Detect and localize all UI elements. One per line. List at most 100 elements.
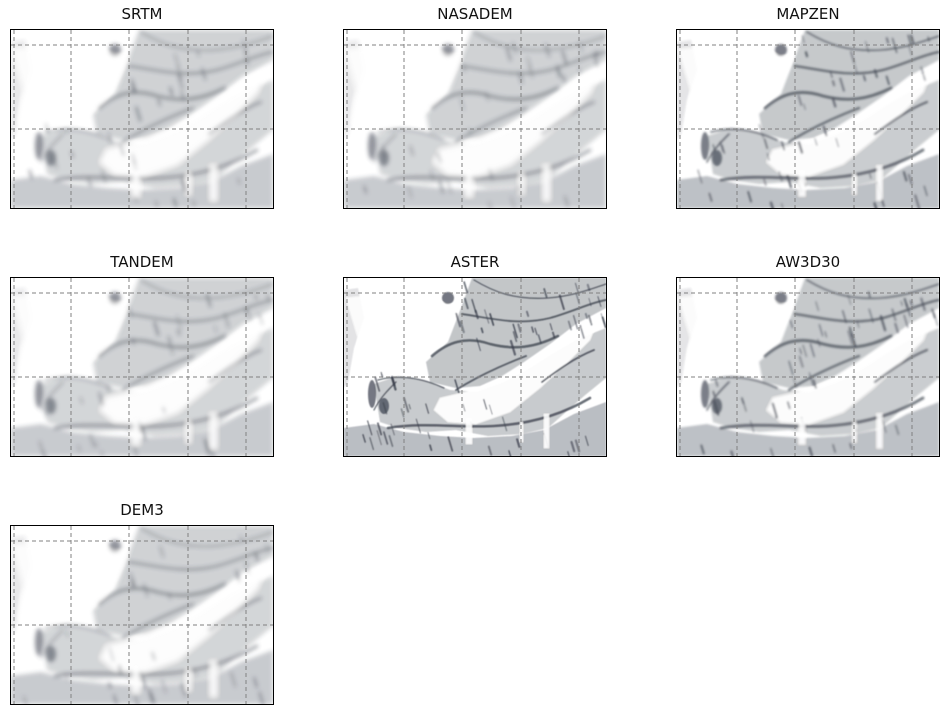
gully-stroke bbox=[747, 191, 752, 203]
gully-stroke bbox=[98, 392, 104, 406]
ridge-crest bbox=[706, 381, 730, 411]
glacier-valley bbox=[101, 568, 265, 672]
gully-stroke bbox=[572, 314, 579, 330]
hillshade-svg bbox=[11, 30, 273, 208]
ridge-crest bbox=[53, 396, 259, 430]
gully-stroke bbox=[403, 397, 410, 413]
cliff-shadow bbox=[442, 292, 454, 304]
snow-couloir bbox=[799, 170, 805, 196]
ridge-shade-north bbox=[426, 30, 606, 140]
ridge-shade-north bbox=[759, 30, 939, 140]
gully-stroke bbox=[894, 322, 899, 334]
sunlit-slope bbox=[679, 46, 793, 128]
ridge-crest bbox=[97, 582, 227, 606]
gully-stroke bbox=[903, 297, 909, 309]
gully-stroke bbox=[528, 65, 534, 78]
gully-stroke bbox=[543, 288, 548, 298]
panel-title: NASADEM bbox=[437, 5, 513, 23]
ridge-crest bbox=[541, 349, 595, 383]
cliff-shadow bbox=[368, 380, 376, 408]
gully-stroke bbox=[574, 282, 580, 295]
gully-stroke bbox=[118, 664, 123, 676]
gully-stroke bbox=[770, 448, 774, 456]
snow-couloir bbox=[466, 170, 472, 196]
gully-stroke bbox=[476, 337, 481, 352]
gully-stroke bbox=[77, 444, 81, 453]
ridge-shade-north bbox=[93, 278, 273, 388]
gully-stroke bbox=[854, 64, 858, 75]
gully-stroke bbox=[176, 315, 182, 330]
gully-stroke bbox=[463, 297, 469, 310]
gully-stroke bbox=[719, 141, 724, 153]
gully-stroke bbox=[388, 435, 394, 447]
gully-stroke bbox=[920, 66, 926, 81]
gully-stroke bbox=[792, 377, 798, 389]
gully-stroke bbox=[697, 169, 703, 184]
snow-couloir bbox=[211, 166, 216, 200]
gully-stroke bbox=[831, 79, 836, 87]
panel-title: TANDEM bbox=[110, 253, 174, 271]
gully-stroke bbox=[923, 185, 928, 197]
gully-stroke bbox=[831, 97, 837, 108]
gully-stroke bbox=[914, 194, 921, 208]
gully-stroke bbox=[246, 309, 251, 322]
gully-stroke bbox=[564, 195, 569, 207]
snow-couloir bbox=[544, 166, 549, 200]
ridge-shade-south bbox=[374, 80, 606, 188]
cliff-shadow bbox=[701, 380, 709, 408]
panel-aster: ASTER bbox=[343, 248, 607, 476]
ridge-crest bbox=[128, 547, 273, 571]
gully-stroke bbox=[908, 173, 913, 185]
snow-couloir bbox=[133, 418, 139, 444]
gully-stroke bbox=[108, 682, 112, 689]
gully-stroke bbox=[172, 197, 178, 208]
gully-stroke bbox=[258, 313, 264, 325]
gully-stroke bbox=[203, 438, 210, 453]
gully-stroke bbox=[835, 137, 839, 148]
ridge-crest bbox=[806, 31, 939, 52]
gully-stroke bbox=[455, 312, 461, 328]
gully-stroke bbox=[176, 66, 183, 81]
ridge-crest bbox=[710, 376, 778, 389]
glacier-valley bbox=[101, 72, 265, 176]
gully-stroke bbox=[383, 431, 389, 445]
gully-stroke bbox=[808, 372, 814, 387]
hillshade-svg bbox=[344, 278, 606, 456]
gully-stroke bbox=[230, 671, 237, 688]
glacier-valley bbox=[434, 72, 598, 176]
sunlit-slope bbox=[679, 294, 793, 376]
graticule bbox=[344, 278, 606, 456]
gully-stroke bbox=[789, 320, 794, 329]
gully-stroke bbox=[516, 438, 521, 448]
gully-stroke bbox=[141, 426, 147, 441]
cliff-shadow bbox=[46, 398, 56, 414]
gully-stroke bbox=[804, 51, 809, 58]
ridge-shade-north bbox=[93, 526, 273, 636]
gully-stroke bbox=[509, 339, 517, 356]
gully-stroke bbox=[849, 443, 853, 450]
gully-stroke bbox=[558, 294, 565, 311]
panel-aw3d30: AW3D30 bbox=[676, 248, 940, 476]
gully-stroke bbox=[100, 451, 104, 456]
gully-stroke bbox=[133, 447, 138, 456]
gully-stroke bbox=[881, 418, 887, 433]
gully-stroke bbox=[201, 67, 207, 81]
ridge-shade-south bbox=[41, 576, 273, 684]
hillshade-svg bbox=[677, 30, 939, 208]
gully-stroke bbox=[380, 371, 384, 378]
ridge-crest bbox=[97, 86, 227, 110]
gully-stroke bbox=[174, 53, 180, 69]
cliff-shadow bbox=[109, 540, 121, 552]
gully-stroke bbox=[832, 444, 836, 453]
ridge-shade-south bbox=[707, 328, 939, 436]
gully-stroke bbox=[484, 309, 490, 324]
ridge-crest bbox=[806, 279, 939, 300]
gully-stroke bbox=[64, 672, 69, 681]
gully-stroke bbox=[483, 399, 488, 410]
gully-stroke bbox=[909, 300, 913, 306]
gully-stroke bbox=[390, 423, 395, 436]
ridge-crest bbox=[44, 624, 112, 637]
ridge-crest bbox=[793, 50, 939, 75]
gully-stroke bbox=[415, 418, 421, 434]
gully-stroke bbox=[409, 145, 414, 156]
